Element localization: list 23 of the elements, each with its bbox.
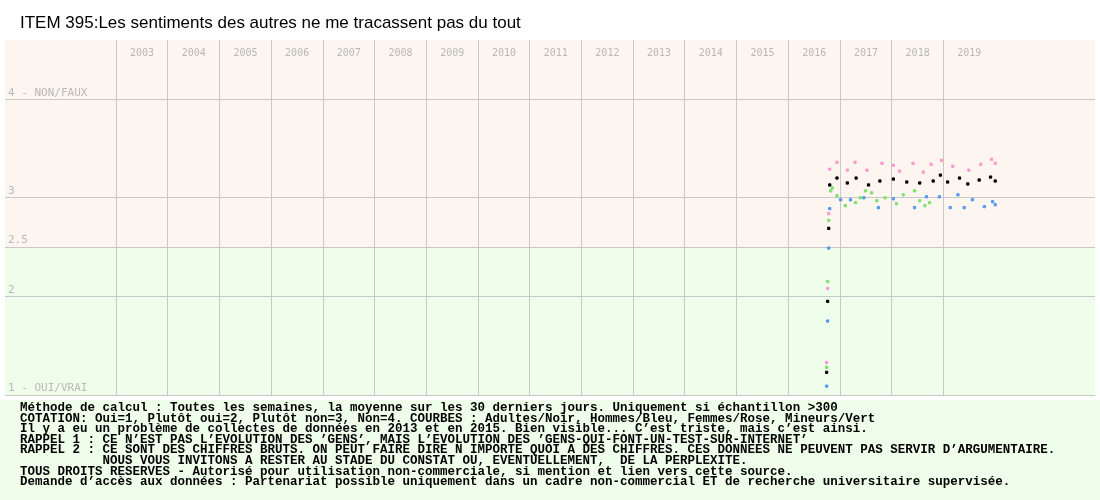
x-tick-label: 2019 [957, 46, 982, 58]
x-tick-label: 2008 [388, 46, 413, 58]
x-tick-label: 2009 [440, 46, 465, 58]
x-tick-label: 2018 [905, 46, 930, 58]
y-tick-label: 4 - NON/FAUX [8, 85, 88, 99]
y-tick-label: 2 [8, 282, 15, 296]
x-tick-label: 2015 [750, 46, 775, 58]
x-tick-label: 2013 [647, 46, 672, 58]
x-tick-label: 2003 [129, 46, 155, 58]
x-tick-label: 2017 [853, 46, 878, 58]
chart-title: ITEM 395:Les sentiments des autres ne me tracassent pas du tout [20, 12, 522, 32]
x-tick-label: 2011 [543, 46, 568, 58]
x-tick-label: 2012 [595, 46, 620, 58]
x-tick-label: 2005 [233, 46, 258, 58]
x-tick-label: 2006 [285, 46, 310, 58]
y-tick-label: 1 - OUI/VRAI [8, 381, 88, 395]
x-tick-label: 2007 [336, 46, 361, 58]
x-tick-label: 2016 [802, 46, 827, 58]
y-tick-label: 3 [8, 184, 15, 198]
x-tick-label: 2004 [181, 46, 206, 58]
y-tick-label: 2.5 [8, 233, 28, 247]
x-tick-label: 2014 [698, 46, 723, 58]
x-tick-label: 2010 [491, 46, 517, 58]
